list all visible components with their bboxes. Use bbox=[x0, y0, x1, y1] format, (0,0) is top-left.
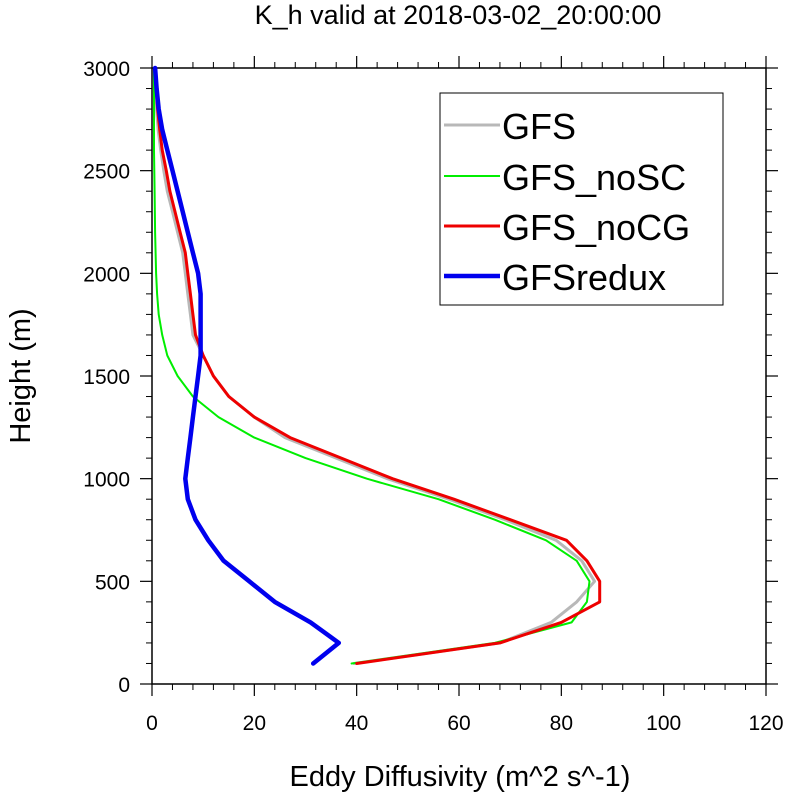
x-tick-label: 80 bbox=[550, 712, 573, 735]
chart-title: K_h valid at 2018-03-02_20:00:00 bbox=[255, 0, 662, 30]
legend-label: GFS_noCG bbox=[502, 207, 690, 248]
x-tick-label: 20 bbox=[243, 712, 266, 735]
legend-items: GFS GFS_noSC GFS_noCG GFSredux bbox=[444, 106, 690, 298]
y-tick-label: 2000 bbox=[83, 263, 130, 286]
y-tick-label: 1000 bbox=[83, 469, 130, 492]
x-tick-label: 40 bbox=[345, 712, 368, 735]
legend: GFS GFS_noSC GFS_noCG GFSredux bbox=[439, 92, 724, 306]
y-axis-label: Height (m) bbox=[5, 308, 37, 443]
axis-tick-labels: 0 20 40 60 80 100 120 0 500 1000 1500 2000 2500 3000 bbox=[83, 58, 783, 735]
y-tick-label: 1500 bbox=[83, 366, 130, 389]
series-line-gfsredux bbox=[152, 65, 342, 666]
axis-ticks bbox=[140, 56, 778, 696]
x-tick-label: 120 bbox=[748, 712, 783, 735]
series-line-gfs-nosc bbox=[153, 67, 591, 665]
y-tick-label: 0 bbox=[118, 674, 130, 697]
legend-label: GFS_noSC bbox=[502, 157, 686, 198]
y-tick-label: 3000 bbox=[83, 58, 130, 81]
series-line-gfs-nocg bbox=[154, 66, 602, 665]
legend-label: GFSredux bbox=[502, 257, 666, 298]
series-lines bbox=[152, 65, 602, 666]
legend-label: GFS bbox=[502, 106, 576, 147]
x-tick-label: 60 bbox=[447, 712, 470, 735]
y-tick-label: 2500 bbox=[83, 161, 130, 184]
x-tick-label: 100 bbox=[646, 712, 681, 735]
legend-box bbox=[439, 92, 724, 306]
y-tick-label: 500 bbox=[95, 571, 130, 594]
x-tick-label: 0 bbox=[146, 712, 158, 735]
x-axis-label: Eddy Diffusivity (m^2 s^-1) bbox=[290, 761, 631, 793]
